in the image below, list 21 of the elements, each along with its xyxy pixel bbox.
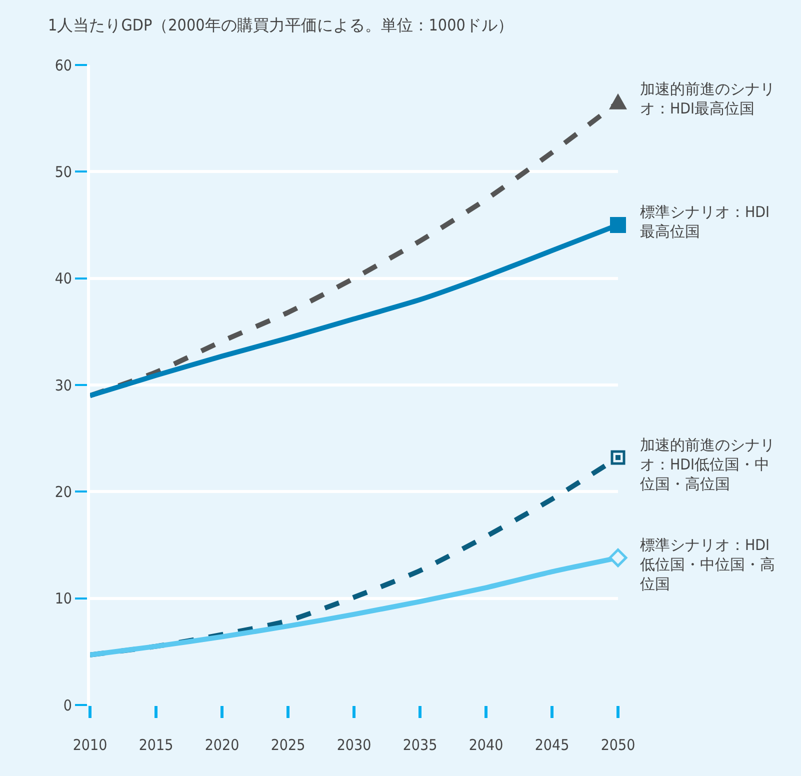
y-tick-label: 60 <box>54 56 72 74</box>
y-tick-label: 10 <box>54 590 72 608</box>
y-tick-label: 0 <box>63 696 72 714</box>
y-tick-label: 50 <box>54 162 72 181</box>
x-tick-label: 2040 <box>468 736 504 754</box>
x-tick-label: 2030 <box>336 736 372 754</box>
series-label: 標準シナリオ：HDI低位国・中位国・高位国 <box>640 536 775 593</box>
chart-title: 1人当たりGDP（2000年の購買力平価による。単位：1000ドル） <box>48 16 514 35</box>
x-tick-label: 2020 <box>204 736 240 754</box>
x-tick-label: 2010 <box>72 736 108 754</box>
series-label: 加速的前進のシナリオ：HDI低位国・中位国・高位国 <box>640 436 775 493</box>
series-label: 加速的前進のシナリオ：HDI最高位国 <box>640 80 775 118</box>
x-tick-label: 2025 <box>270 736 306 754</box>
series-label: 標準シナリオ：HDI最高位国 <box>640 203 770 240</box>
y-tick-label: 20 <box>54 482 72 501</box>
x-tick-label: 2015 <box>138 736 174 754</box>
y-tick-label: 40 <box>54 270 72 288</box>
x-tick-label: 2035 <box>402 736 438 754</box>
y-tick-label: 30 <box>54 376 72 394</box>
x-tick-label: 2050 <box>600 736 636 754</box>
x-tick-label: 2045 <box>534 736 570 754</box>
